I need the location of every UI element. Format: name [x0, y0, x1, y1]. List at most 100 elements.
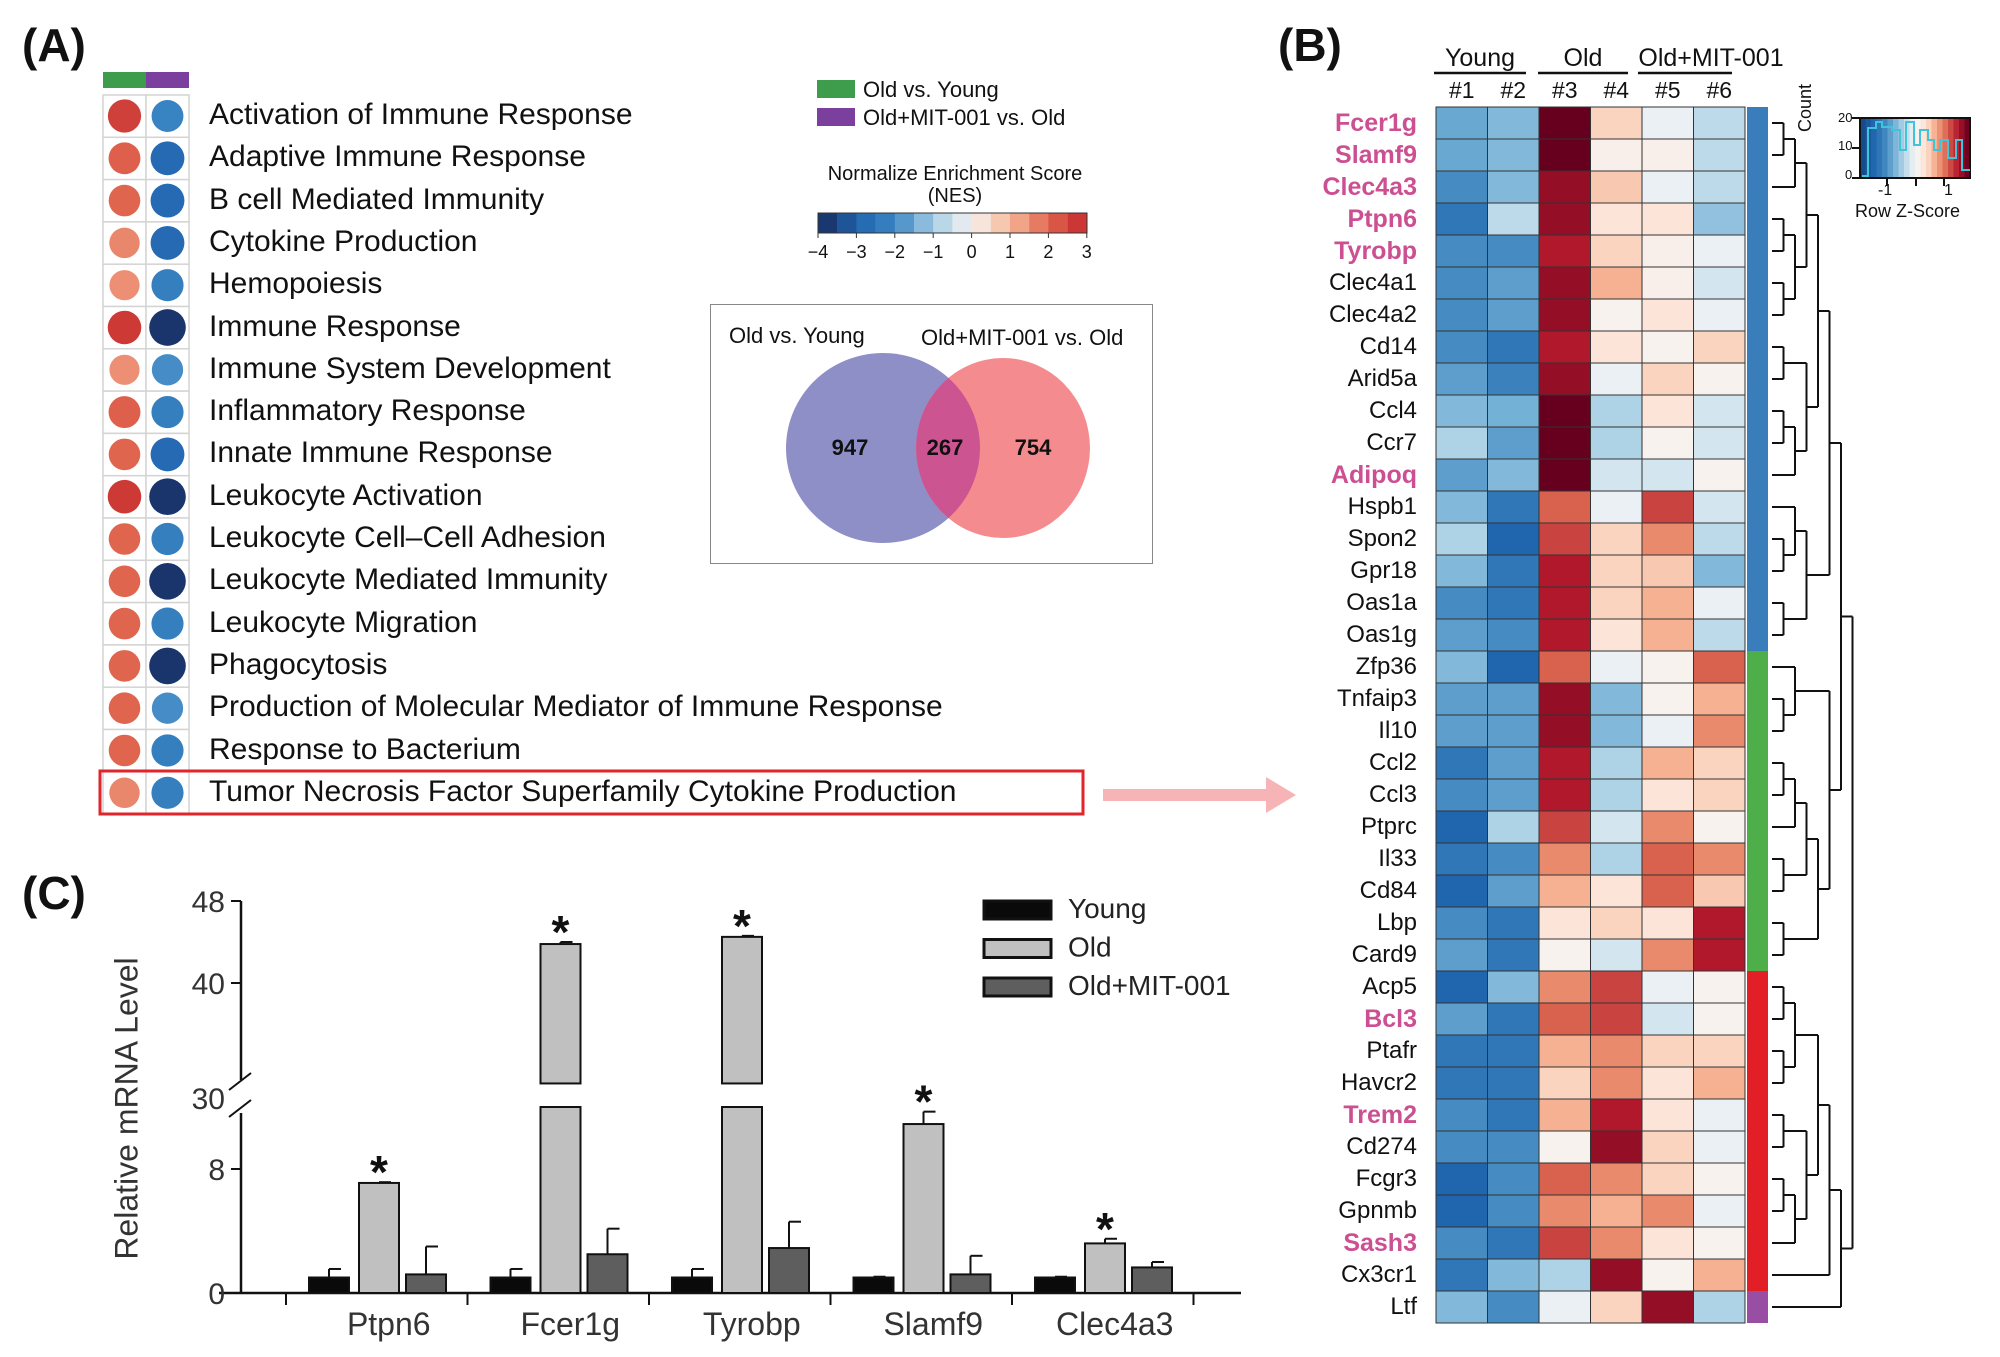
- cluster-color-bar: [1747, 1195, 1768, 1227]
- nes-dot: [108, 142, 141, 175]
- color-key-gradient: [1948, 118, 1954, 178]
- column-header-mit-vs-old: [146, 72, 189, 88]
- heatmap-cell: [1693, 522, 1746, 556]
- bar: [1131, 1266, 1173, 1295]
- cluster-color-bar: [1747, 843, 1768, 875]
- nes-dot: [150, 183, 185, 218]
- cluster-color-bar: [1747, 651, 1768, 683]
- heatmap-cell: [1641, 554, 1694, 588]
- heatmap-cell: [1487, 586, 1540, 620]
- go-term-label: Inflammatory Response: [209, 394, 526, 428]
- nes-dot: [109, 777, 140, 809]
- panel-a-label: (A): [22, 19, 86, 71]
- colorbar-segment: [875, 213, 895, 233]
- heatmap-cell: [1538, 1226, 1591, 1260]
- heatmap-cell: [1435, 394, 1488, 428]
- heatmap-cell: [1487, 362, 1540, 396]
- axis-break-mark: [228, 1099, 252, 1118]
- heatmap-cell: [1641, 650, 1694, 684]
- gene-label: Tyrobp: [1334, 237, 1417, 265]
- heatmap-cell: [1538, 682, 1591, 716]
- go-term-label: Immune Response: [209, 309, 461, 343]
- colorbar-segment: [818, 213, 838, 233]
- heatmap-cell: [1641, 330, 1694, 364]
- heatmap-cell: [1538, 1162, 1591, 1196]
- heatmap-cell: [1538, 426, 1591, 460]
- group-label-old-mit: Old+MIT-001: [1638, 44, 1784, 72]
- heatmap-cell: [1641, 970, 1694, 1004]
- heatmap-cell: [1590, 1194, 1643, 1228]
- heatmap-cell: [1435, 1162, 1488, 1196]
- heatmap-cell: [1641, 1034, 1694, 1068]
- significance-asterisk: *: [733, 900, 751, 952]
- color-key-gradient: [1871, 118, 1877, 178]
- nes-dot: [109, 227, 140, 259]
- heatmap-cell: [1590, 810, 1643, 844]
- gene-label: Adipoq: [1330, 461, 1417, 489]
- heatmap-cell: [1590, 362, 1643, 396]
- gene-label: Ccr7: [1366, 429, 1417, 456]
- heatmap-cell: [1487, 1258, 1540, 1292]
- heatmap-cell: [1641, 490, 1694, 524]
- cluster-color-bar: [1747, 1131, 1768, 1163]
- heatmap-cell: [1693, 650, 1746, 684]
- go-term-label: Cytokine Production: [209, 224, 478, 258]
- legend-label: Old+MIT-001: [1068, 970, 1231, 1001]
- heatmap-cell: [1693, 170, 1746, 204]
- heatmap-cell: [1590, 490, 1643, 524]
- heatmap-cell: [1590, 938, 1643, 972]
- color-key-gradient: [1876, 118, 1883, 178]
- gene-label: Oas1g: [1346, 621, 1417, 648]
- cluster-color-bar: [1747, 331, 1768, 363]
- go-term-label: Leukocyte Migration: [209, 605, 478, 639]
- gene-label: Clec4a3: [1322, 173, 1417, 201]
- go-term-label: Production of Molecular Mediator of Immu…: [209, 690, 943, 724]
- cluster-color-bar: [1747, 907, 1768, 939]
- heatmap-cell: [1693, 1290, 1746, 1324]
- cluster-color-bar: [1747, 267, 1768, 299]
- heatmap-cell: [1641, 458, 1694, 492]
- heatmap-cell: [1693, 490, 1746, 524]
- heatmap-cell: [1590, 1162, 1643, 1196]
- heatmap-cell: [1538, 458, 1591, 492]
- heatmap-cell: [1641, 1258, 1694, 1292]
- heatmap-cell: [1590, 1226, 1643, 1260]
- color-key-gradient: [1898, 118, 1905, 178]
- heatmap-cell: [1538, 842, 1591, 876]
- group-label-young: Young: [1445, 44, 1515, 72]
- colorbar-tick-label: 1: [1005, 242, 1015, 262]
- legend-label: Old: [1068, 932, 1112, 963]
- heatmap-cell: [1487, 810, 1540, 844]
- column-label: #4: [1603, 77, 1629, 103]
- heatmap-cell: [1487, 170, 1540, 204]
- gene-label: Oas1a: [1346, 589, 1417, 616]
- heatmap-cell: [1693, 1002, 1746, 1036]
- heatmap-cell: [1435, 746, 1488, 780]
- heatmap-cell: [1538, 490, 1591, 524]
- heatmap-cell: [1641, 874, 1694, 908]
- colorbar-segment: [837, 213, 857, 233]
- gene-label: Havcr2: [1340, 1069, 1417, 1096]
- heatmap-cell: [1641, 618, 1694, 652]
- heatmap-cell: [1435, 426, 1488, 460]
- heatmap-cell: [1693, 554, 1746, 588]
- gene-label: Bcl3: [1364, 1005, 1417, 1033]
- heatmap-cell: [1693, 1226, 1746, 1260]
- heatmap-cell: [1641, 170, 1694, 204]
- heatmap-cell: [1693, 266, 1746, 300]
- heatmap-cell: [1487, 874, 1540, 908]
- heatmap-cell: [1487, 778, 1540, 812]
- column-header-old-vs-young: [103, 72, 146, 88]
- heatmap-cell: [1487, 1130, 1540, 1164]
- heatmap-cell: [1590, 1066, 1643, 1100]
- color-key-gradient: [1887, 118, 1894, 178]
- nes-subtitle: (NES): [927, 185, 983, 207]
- heatmap-cell: [1538, 1194, 1591, 1228]
- heatmap-cell: [1693, 746, 1746, 780]
- heatmap-cell: [1693, 1258, 1746, 1292]
- gene-label: Trem2: [1343, 1101, 1417, 1129]
- gene-label: Clec4a1: [1328, 269, 1417, 296]
- y-tick-label: 30: [192, 1083, 225, 1116]
